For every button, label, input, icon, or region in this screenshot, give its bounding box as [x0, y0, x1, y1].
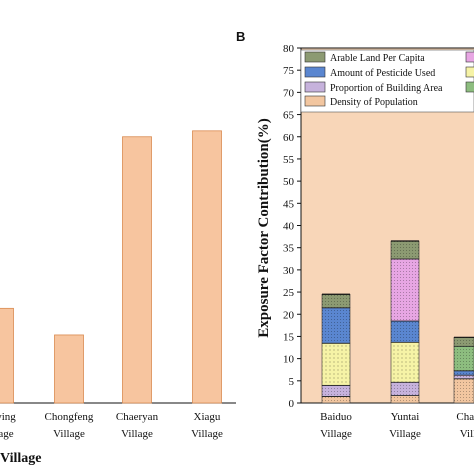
panel-b-bar-segment-texture [391, 258, 419, 321]
panel-b-legend-swatch [465, 66, 474, 78]
panel-a-x-tick-label: Xiagu Village [191, 411, 223, 440]
panel-b-legend-box [300, 49, 474, 113]
panel-b-legend: Arable Land Per Capita Amount of Pesticid… [300, 49, 474, 113]
panel-b-bar-segment-texture [391, 320, 419, 343]
panel-b-bar-segment-texture [391, 395, 419, 403]
panel-b-bars [321, 240, 474, 404]
panel-b-bar-segment-texture [322, 385, 350, 397]
panel-b-x-tick-label: Yuntai Village [389, 411, 421, 440]
panel-b-y-tick-label: 20 [283, 309, 295, 321]
panel-b-legend-swatch [304, 66, 326, 78]
panel-a-bar [122, 136, 152, 404]
panel-b-legend-label: Proportion of Building Area [330, 83, 443, 94]
panel-a-bars [0, 130, 222, 404]
panel-b-x-tick-label: ChaoVill [456, 411, 474, 440]
panel-b-y-tick-label: 80 [283, 43, 295, 55]
panel-a-x-tick-label: Chaeryan Village [116, 411, 159, 440]
panel-b-y-tick-label: 65 [283, 110, 295, 122]
panel-b-label: B [236, 29, 245, 44]
panel-b-legend-label: Arable Land Per Capita [330, 53, 425, 64]
panel-b-bar-segment-texture [322, 294, 350, 308]
panel-b-bar-segment-texture [454, 375, 474, 379]
panel-b-legend-swatch [465, 81, 474, 93]
panel-b-y-tick-label: 55 [283, 154, 295, 166]
panel-b-y-tick-label: 30 [283, 265, 295, 277]
panel-a-bar [0, 307, 14, 404]
panel-b-y-tick-label: 0 [289, 398, 295, 410]
panel-b-legend-label: Amount of Pesticide Used [330, 68, 435, 79]
panel-a-x-axis-title: Village [0, 451, 41, 466]
panel-b-bar-segment-texture [391, 342, 419, 383]
panel-b-y-tick-label: 5 [289, 376, 295, 388]
panel-b-bar-segment-texture [391, 241, 419, 259]
panel-b-legend-label: Density of Population [330, 97, 418, 108]
panel-b-y-tick-label: 50 [283, 176, 295, 188]
panel-b-bar-segment-texture [322, 396, 350, 403]
panel-b-bar-segment-texture [454, 370, 474, 376]
panel-a-bar [54, 334, 84, 404]
panel-b-y-tick-label: 70 [283, 87, 295, 99]
panel-b-bar-segment-texture [454, 378, 474, 403]
panel-b-bar-segment-texture [322, 307, 350, 344]
panel-b-x-tick-label: Baiduo Village [320, 411, 352, 440]
panel-b-y-ticks: 0 5 10 15 20 25 30 35 40 45 50 55 60 65 70 75 80 [283, 43, 301, 410]
panel-b-y-tick-label: 15 [283, 331, 295, 343]
panel-b-stacked-bar-chart: B 0 5 10 15 20 25 30 35 40 45 50 55 60 65 70 75 80 Baidu… [236, 29, 474, 440]
panel-a-x-tick-label: yingage [0, 411, 16, 440]
panel-b-bar-segment-texture [391, 382, 419, 396]
panel-b-legend-swatch [304, 95, 326, 107]
panel-b-bar-segment-texture [454, 346, 474, 371]
panel-a-bar [192, 130, 222, 404]
panel-b-y-tick-label: 35 [283, 243, 295, 255]
panel-b-bar-segment-texture [322, 343, 350, 386]
panel-b-y-tick-label: 10 [283, 354, 295, 366]
panel-b-y-tick-label: 45 [283, 198, 295, 210]
panel-b-legend-swatch [304, 81, 326, 93]
panel-b-y-tick-label: 40 [283, 221, 295, 233]
panel-b-y-tick-label: 75 [283, 65, 295, 77]
panel-b-bar-segment-texture [454, 337, 474, 347]
panel-b-y-tick-label: 25 [283, 287, 295, 299]
panel-a-x-tick-label: Chongfeng Village [45, 411, 94, 440]
panel-b-legend-swatch [465, 51, 474, 63]
panel-b-y-tick-label: 60 [283, 132, 295, 144]
panel-b-legend-swatch [304, 51, 326, 63]
panel-b-y-axis-title: Exposure Factor Contribution(%) [256, 118, 272, 337]
